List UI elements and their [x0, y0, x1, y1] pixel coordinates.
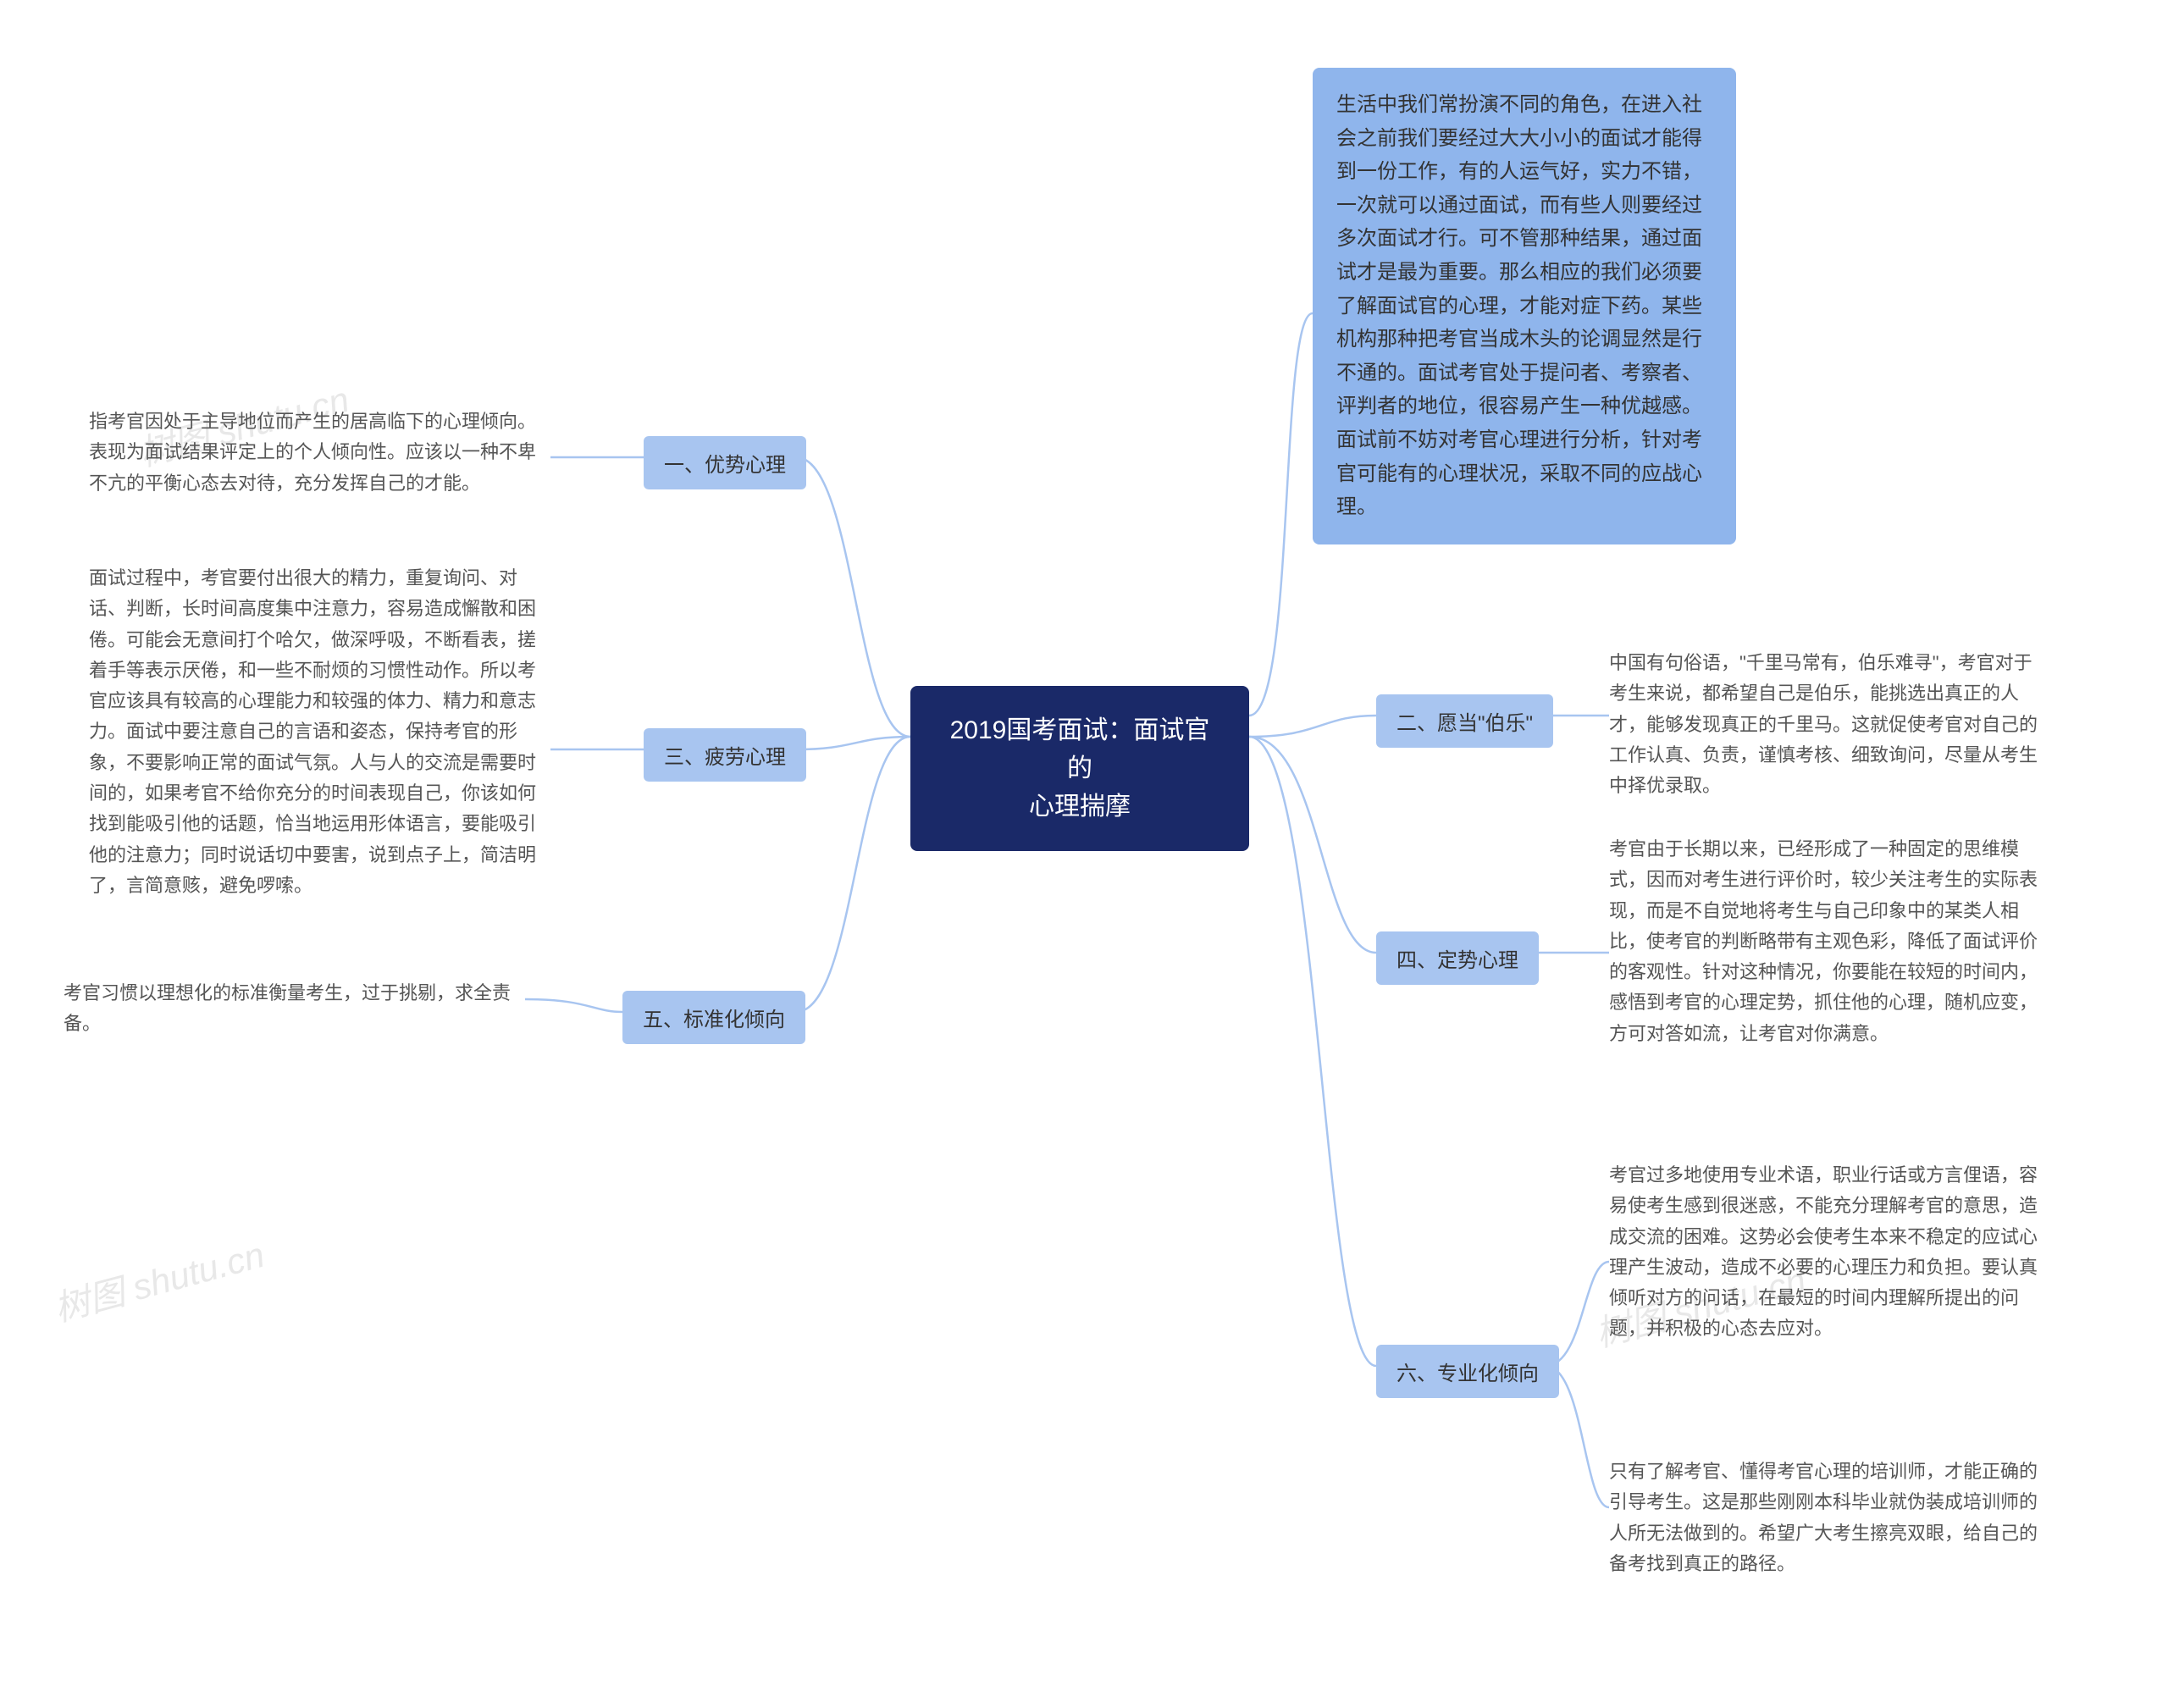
branch-node-3: 三、疲劳心理 — [644, 728, 806, 782]
leaf-text-5: 考官习惯以理想化的标准衡量考生，过于挑剔，求全责备。 — [64, 978, 521, 1040]
branch-node-5: 五、标准化倾向 — [622, 991, 805, 1044]
leaf-text-3: 面试过程中，考官要付出很大的精力，重复询问、对话、判断，长时间高度集中注意力，容… — [89, 563, 546, 901]
branch-node-2: 二、愿当"伯乐" — [1376, 694, 1553, 748]
branch-node-1: 一、优势心理 — [644, 436, 806, 489]
leaf-text-6b: 只有了解考官、懂得考官心理的培训师，才能正确的引导考生。这是那些刚刚本科毕业就伪… — [1609, 1456, 2041, 1579]
center-node: 2019国考面试：面试官的 心理揣摩 — [910, 686, 1249, 851]
center-title-line2: 心理揣摩 — [1029, 793, 1131, 821]
watermark-2: 树图 shutu.cn — [47, 1226, 269, 1332]
intro-node: 生活中我们常扮演不同的角色，在进入社会之前我们要经过大大小小的面试才能得到一份工… — [1313, 68, 1736, 544]
center-title-line1: 2019国考面试：面试官的 — [950, 716, 1210, 782]
leaf-text-1: 指考官因处于主导地位而产生的居高临下的心理倾向。表现为面试结果评定上的个人倾向性… — [89, 406, 546, 499]
leaf-text-6a: 考官过多地使用专业术语，职业行话或方言俚语，容易使考生感到很迷惑，不能充分理解考… — [1609, 1160, 2041, 1345]
leaf-text-4: 考官由于长期以来，已经形成了一种固定的思维模式，因而对考生进行评价时，较少关注考… — [1609, 834, 2041, 1049]
branch-node-4: 四、定势心理 — [1376, 931, 1539, 985]
branch-node-6: 六、专业化倾向 — [1376, 1345, 1559, 1398]
leaf-text-2: 中国有句俗语，"千里马常有，伯乐难寻"，考官对于考生来说，都希望自己是伯乐，能挑… — [1609, 648, 2041, 801]
